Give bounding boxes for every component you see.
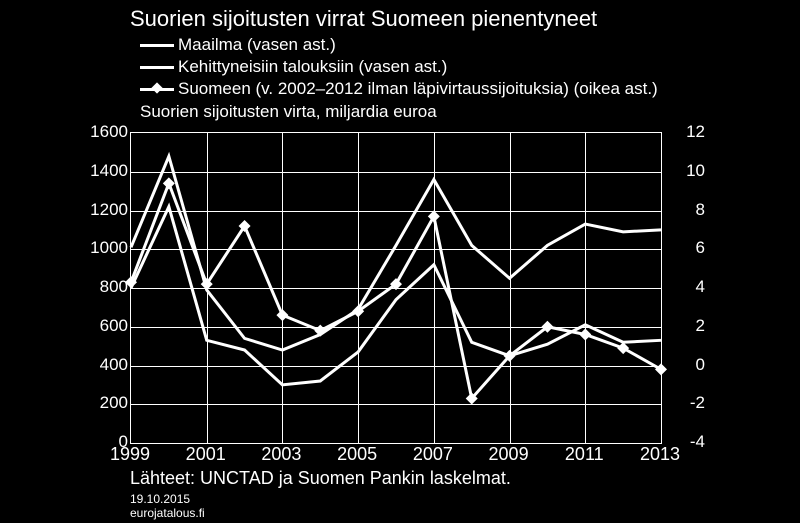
- legend-label: Maailma (vasen ast.): [178, 35, 336, 55]
- gridline-vertical: [585, 133, 586, 443]
- series-line-maailma: [131, 156, 661, 350]
- legend-label: Suomeen (v. 2002–2012 ilman läpivirtauss…: [178, 79, 658, 99]
- gridline-horizontal: [131, 211, 661, 212]
- gridline-vertical: [282, 133, 283, 443]
- series-marker-diamond: [617, 342, 629, 354]
- x-tick-label: 2009: [489, 444, 529, 465]
- y-right-tick-label: 2: [665, 316, 705, 336]
- site-text: eurojatalous.fi: [130, 506, 205, 520]
- chart-subtitle: Suorien sijoitusten virta, miljardia eur…: [140, 102, 437, 122]
- y-right-tick-label: 4: [665, 277, 705, 297]
- series-marker-diamond: [163, 177, 175, 189]
- gridline-horizontal: [131, 249, 661, 250]
- y-right-tick-label: 6: [665, 238, 705, 258]
- legend-marker-line: [140, 34, 174, 56]
- plot-area: [130, 132, 662, 444]
- x-tick-label: 2003: [261, 444, 301, 465]
- y-right-tick-label: 8: [665, 200, 705, 220]
- gridline-horizontal: [131, 288, 661, 289]
- y-left-tick-label: 1400: [78, 161, 128, 181]
- y-left-tick-label: 600: [78, 316, 128, 336]
- x-tick-label: 1999: [110, 444, 150, 465]
- legend-item: Suomeen (v. 2002–2012 ilman läpivirtauss…: [140, 78, 658, 100]
- y-left-tick-label: 1200: [78, 200, 128, 220]
- x-tick-label: 2001: [186, 444, 226, 465]
- y-right-tick-label: 10: [665, 161, 705, 181]
- gridline-vertical: [434, 133, 435, 443]
- gridline-horizontal: [131, 404, 661, 405]
- x-tick-label: 2011: [565, 444, 604, 465]
- gridline-vertical: [358, 133, 359, 443]
- y-right-tick-label: 12: [665, 122, 705, 142]
- gridline-vertical: [661, 133, 662, 443]
- sources-text: Lähteet: UNCTAD ja Suomen Pankin laskelm…: [130, 468, 511, 489]
- x-tick-label: 2013: [640, 444, 680, 465]
- gridline-horizontal: [131, 172, 661, 173]
- gridline-horizontal: [131, 327, 661, 328]
- x-tick-label: 2005: [337, 444, 377, 465]
- y-right-tick-label: -2: [665, 393, 705, 413]
- legend-item: Maailma (vasen ast.): [140, 34, 658, 56]
- legend-item: Kehittyneisiin talouksiin (vasen ast.): [140, 56, 658, 78]
- y-left-tick-label: 400: [78, 355, 128, 375]
- y-right-tick-label: 0: [665, 355, 705, 375]
- chart-container: Suorien sijoitusten virrat Suomeen piene…: [0, 0, 800, 523]
- gridline-vertical: [207, 133, 208, 443]
- y-left-tick-label: 200: [78, 393, 128, 413]
- gridline-horizontal: [131, 366, 661, 367]
- legend: Maailma (vasen ast.) Kehittyneisiin talo…: [140, 34, 658, 100]
- y-left-tick-label: 800: [78, 277, 128, 297]
- chart-title: Suorien sijoitusten virrat Suomeen piene…: [130, 6, 597, 32]
- gridline-vertical: [510, 133, 511, 443]
- legend-marker-diamond: [140, 78, 174, 100]
- legend-label: Kehittyneisiin talouksiin (vasen ast.): [178, 57, 447, 77]
- y-left-tick-label: 1600: [78, 122, 128, 142]
- x-tick-label: 2007: [413, 444, 453, 465]
- legend-marker-line: [140, 56, 174, 78]
- y-left-tick-label: 1000: [78, 238, 128, 258]
- date-text: 19.10.2015: [130, 492, 190, 506]
